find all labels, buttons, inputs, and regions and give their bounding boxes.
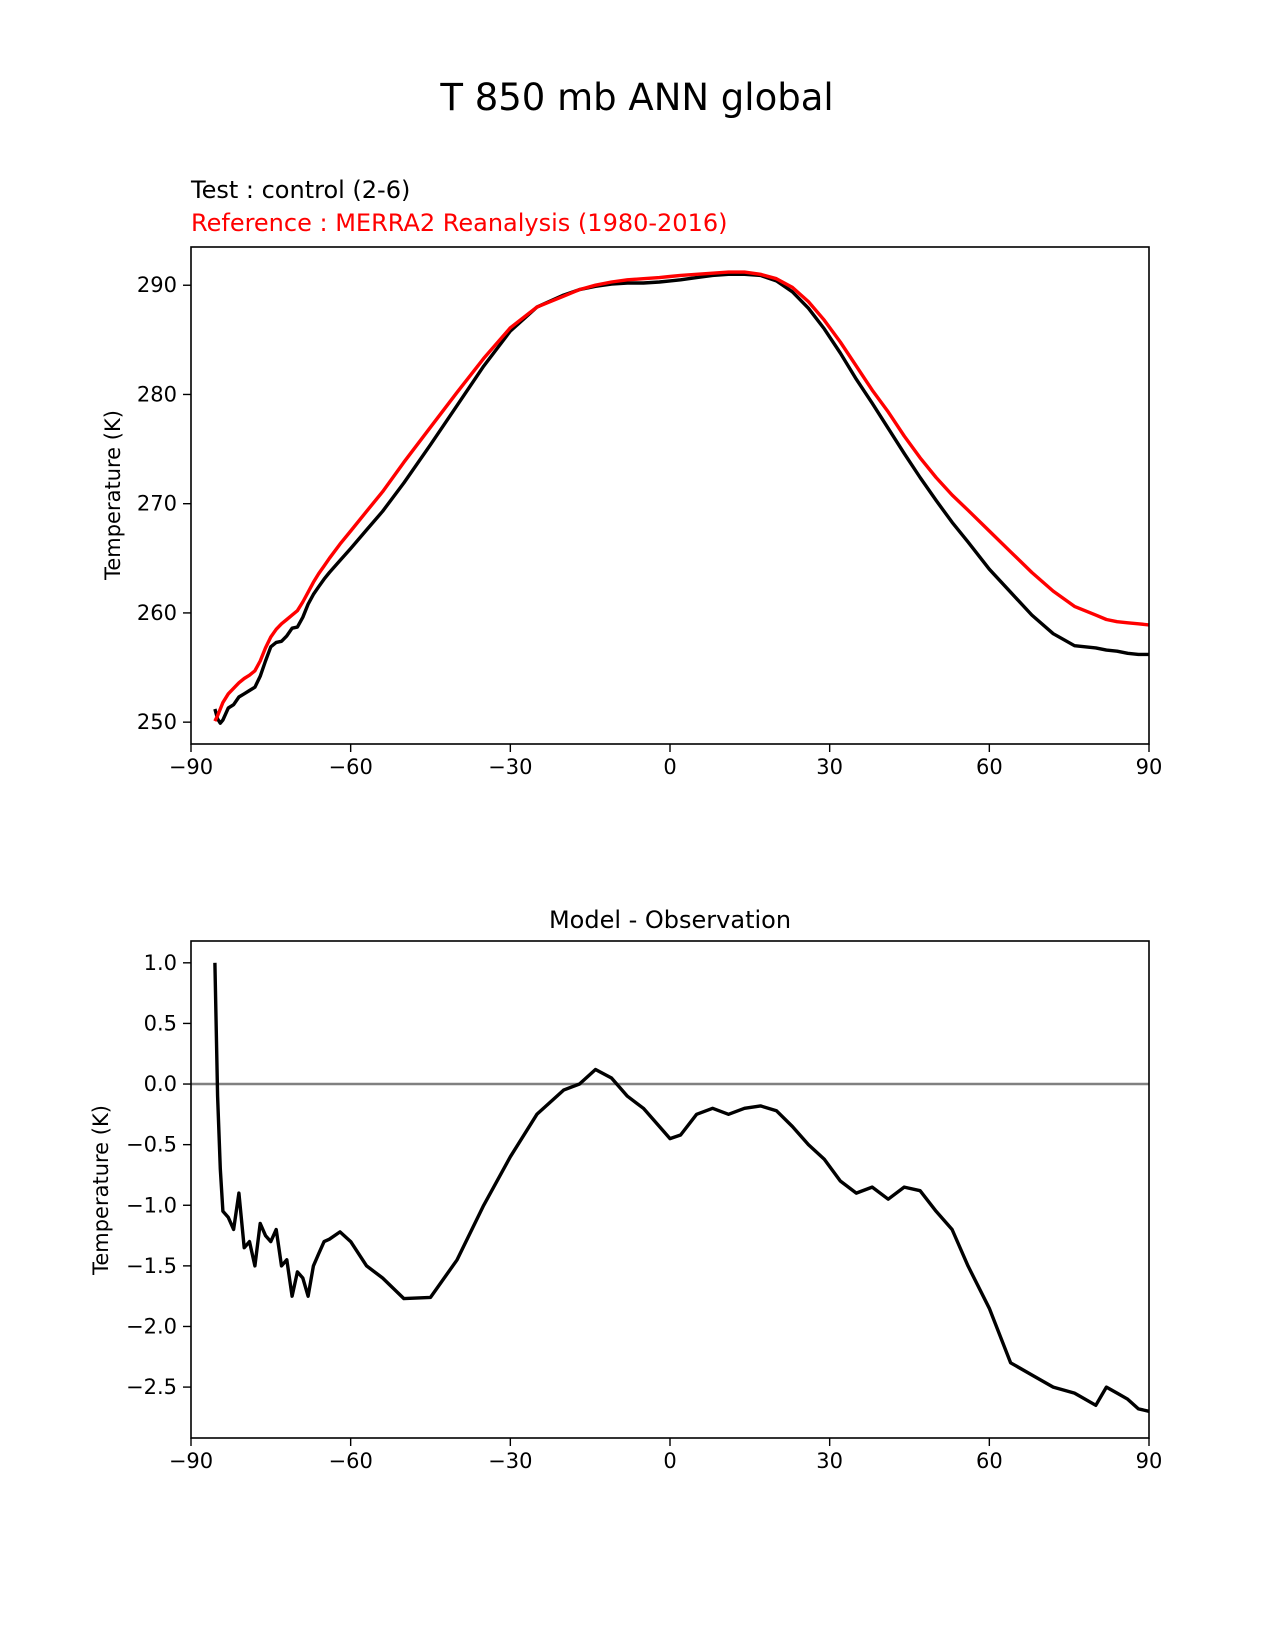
top-xtick-label: 60: [976, 755, 1003, 779]
bottom-xtick-label: 90: [1136, 1449, 1163, 1473]
top-panel-frame: [190, 246, 1150, 745]
figure-suptitle: T 850 mb ANN global: [439, 76, 833, 119]
bottom-xtick-label: 30: [816, 1449, 843, 1473]
top-panel-lines: [213, 270, 1150, 725]
top-ytick-label: 280: [137, 382, 177, 406]
bottom-ytick-label: 0.5: [144, 1011, 177, 1035]
bottom-panel-frame: [190, 940, 1150, 1439]
top-ytick-label: 270: [137, 492, 177, 516]
bottom-ytick-label: −1.5: [126, 1254, 177, 1278]
bottom-panel-lines: [191, 962, 1150, 1413]
bottom-ytick-label: −2.5: [126, 1375, 177, 1399]
bottom-ytick-label: −0.5: [126, 1133, 177, 1157]
top-xtick-label: −90: [169, 755, 213, 779]
bottom-panel: Model - Observation Temperature (K) −90−…: [89, 906, 1162, 1473]
test-label: Test : control (2-6): [190, 176, 410, 204]
top-panel-ticks: −90 −60 −30 0 30 60 90 250 260 270 280 290: [137, 273, 1162, 779]
top-ytick-label: 290: [137, 273, 177, 297]
top-ytick-label: 250: [137, 710, 177, 734]
top-xtick-label: 0: [663, 755, 676, 779]
top-xtick-label: −60: [329, 755, 373, 779]
bottom-ytick-label: −1.0: [126, 1193, 177, 1217]
reference-label: Reference : MERRA2 Reanalysis (1980-2016…: [191, 209, 727, 237]
top-xtick-label: 90: [1136, 755, 1163, 779]
bottom-panel-title: Model - Observation: [549, 906, 791, 934]
bottom-panel-ticks: −90 −60 −30 0 30 60 90 1.0 0.5 0.0 −0.5 −1.0 −1.5 −2.…: [126, 951, 1162, 1473]
bottom-xtick-label: −90: [169, 1449, 213, 1473]
top-ytick-label: 260: [137, 601, 177, 625]
top-xtick-label: 30: [816, 755, 843, 779]
bottom-ytick-label: 1.0: [144, 951, 177, 975]
top-series-line-1: [213, 270, 1150, 722]
top-panel-ylabel: Temperature (K): [101, 410, 125, 581]
bottom-xtick-label: −60: [329, 1449, 373, 1473]
bottom-ytick-label: 0.0: [144, 1072, 177, 1096]
bottom-xtick-label: 0: [663, 1449, 676, 1473]
bottom-xtick-label: −30: [488, 1449, 532, 1473]
bottom-xtick-label: 60: [976, 1449, 1003, 1473]
bottom-ytick-label: −2.0: [126, 1314, 177, 1338]
top-panel: Test : control (2-6) Reference : MERRA2 …: [101, 176, 1162, 779]
bottom-series-line-0: [213, 962, 1150, 1413]
top-xtick-label: −30: [488, 755, 532, 779]
bottom-panel-ylabel: Temperature (K): [89, 1105, 113, 1276]
